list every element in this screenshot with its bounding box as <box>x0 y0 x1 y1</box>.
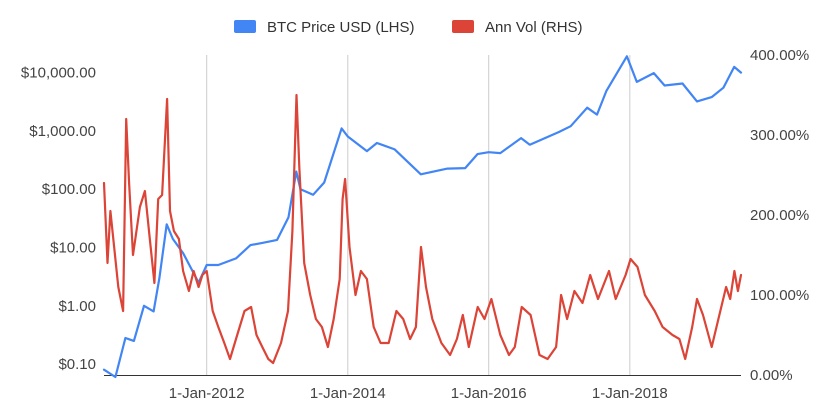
legend-swatch <box>452 20 474 33</box>
chart-legend: BTC Price USD (LHS) Ann Vol (RHS) <box>234 19 583 36</box>
y-left-tick-label: $0.10 <box>58 356 96 373</box>
legend-swatch <box>234 20 256 33</box>
btc-price-line <box>102 55 743 379</box>
y-right-tick-label: 300.00% <box>750 127 809 144</box>
legend-label: BTC Price USD (LHS) <box>267 19 415 36</box>
series-lines <box>102 55 743 379</box>
y-left-tick-label: $100.00 <box>42 181 96 198</box>
x-tick-label: 1-Jan-2014 <box>310 385 386 402</box>
x-tick-label: 1-Jan-2018 <box>592 385 668 402</box>
x-tick-label: 1-Jan-2016 <box>451 385 527 402</box>
y-left-tick-label: $10,000.00 <box>21 65 96 82</box>
chart-axes: 1-Jan-2012 1-Jan-2014 1-Jan-2016 1-Jan-2018… <box>21 47 809 402</box>
x-tick-label: 1-Jan-2012 <box>169 385 245 402</box>
y-left-tick-label: $1,000.00 <box>29 123 96 140</box>
y-right-tick-label: 400.00% <box>750 47 809 64</box>
vertical-gridlines <box>206 55 631 375</box>
y-left-tick-label: $1.00 <box>58 298 96 315</box>
y-right-tick-label: 200.00% <box>750 207 809 224</box>
legend-label: Ann Vol (RHS) <box>485 19 583 36</box>
y-left-tick-label: $10.00 <box>50 239 96 256</box>
y-right-tick-label: 0.00% <box>750 367 793 384</box>
y-right-tick-label: 100.00% <box>750 287 809 304</box>
annual-volatility-line <box>102 93 743 365</box>
